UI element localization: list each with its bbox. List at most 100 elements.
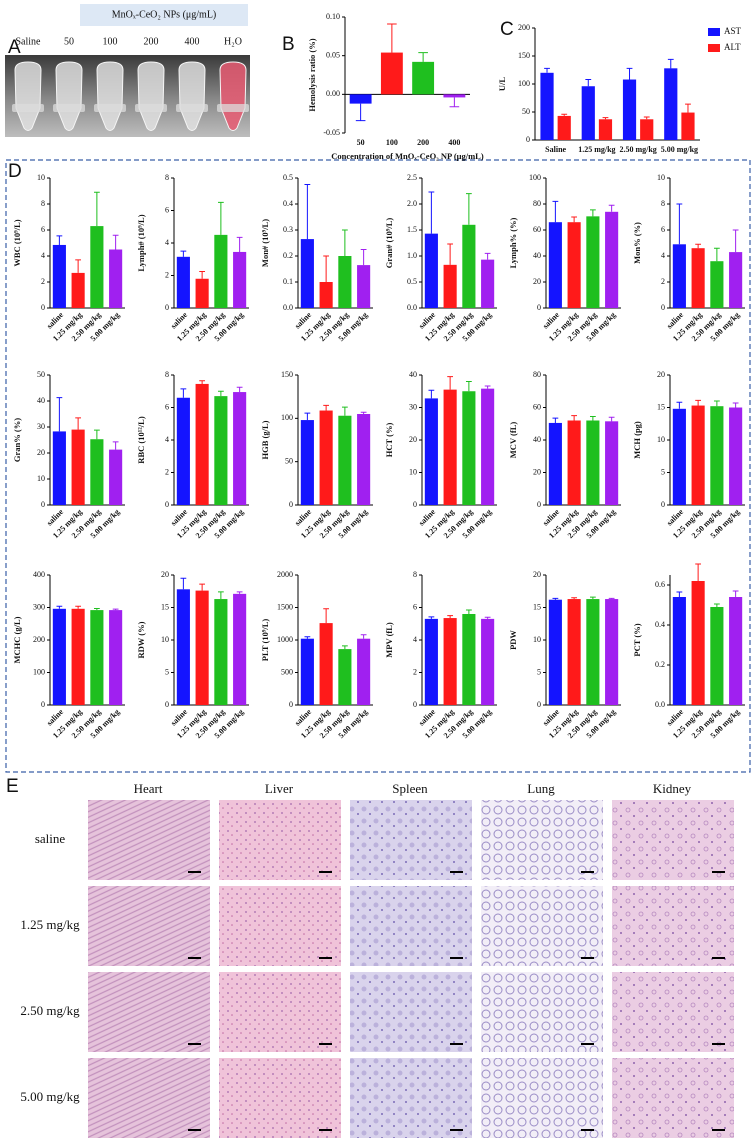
bar (233, 251, 247, 308)
bar (548, 222, 562, 308)
bar (357, 265, 371, 308)
bar (586, 599, 600, 705)
tube-photo (5, 55, 250, 137)
y-tick-label: 0.4 (655, 620, 665, 629)
tube (219, 61, 247, 131)
histology-image (612, 800, 734, 880)
error-bar (304, 184, 311, 240)
y-tick-label: 0.10 (326, 12, 340, 21)
histology-image (219, 972, 341, 1052)
bar (598, 119, 613, 140)
error-bar (667, 58, 674, 69)
error-bar (447, 376, 454, 390)
bar (567, 420, 581, 505)
y-axis-label: PLT (10⁹/L) (260, 619, 270, 662)
bar (481, 388, 495, 505)
y-tick-label: 20 (161, 570, 169, 579)
y-tick-label: 0 (537, 500, 541, 509)
y-tick-label: 0.0 (407, 303, 417, 312)
error-bar (465, 193, 472, 225)
error-bar (571, 216, 578, 223)
y-tick-label: 40 (533, 251, 541, 260)
bar (710, 261, 724, 308)
panel-label: A (8, 37, 21, 58)
panel-label: D (8, 161, 22, 182)
bar (462, 614, 476, 705)
y-axis-label: Lymph# (10⁹/L) (136, 214, 146, 271)
y-tick-label: 0 (413, 500, 417, 509)
column-label: Heart (134, 781, 163, 796)
bar (109, 249, 123, 308)
bar (622, 79, 637, 140)
bar (640, 119, 654, 140)
bar (424, 398, 438, 505)
y-tick-label: 4 (41, 251, 45, 260)
y-axis-label: MCV (fL) (508, 422, 518, 459)
y-tick-label: 10 (409, 467, 417, 476)
error-bar (56, 235, 63, 245)
y-tick-label: 50 (285, 456, 293, 465)
error-bar (112, 234, 119, 250)
error-bar (676, 591, 683, 597)
y-tick-label: 150 (281, 370, 293, 379)
y-axis-label: PDW (508, 630, 518, 650)
y-axis-label: Hemolysis ratio (%) (307, 38, 317, 111)
error-bar (387, 23, 397, 53)
y-axis-label: RBC (10¹²/L) (136, 416, 146, 464)
bar (195, 278, 209, 308)
error-bar (180, 250, 187, 257)
error-bar (713, 603, 720, 607)
y-axis-label: Gran% (%) (12, 418, 22, 462)
y-tick-label: 15 (161, 602, 169, 611)
y-tick-label: 40 (37, 396, 45, 405)
error-bar (304, 636, 311, 639)
bar (195, 590, 209, 705)
y-tick-label: 20 (37, 448, 45, 457)
y-axis-label: RDW (%) (136, 621, 146, 658)
histology-image (350, 972, 472, 1052)
error-bar (360, 634, 367, 639)
y-tick-label: -0.05 (323, 128, 340, 137)
error-bar (341, 645, 348, 650)
y-tick-label: 80 (533, 370, 541, 379)
tube (55, 61, 83, 131)
legend-label: AST (724, 26, 742, 36)
x-tick-label: 100 (386, 138, 398, 147)
y-axis-label: MCH (pg) (632, 421, 642, 459)
y-tick-label: 40 (409, 370, 417, 379)
y-tick-label: 2 (661, 277, 665, 286)
header-box (80, 4, 248, 26)
error-bar (552, 200, 559, 223)
bar (52, 431, 66, 505)
error-bar (552, 597, 559, 600)
histology-image (612, 886, 734, 966)
y-axis-label: WBC (10⁹/L) (12, 219, 22, 266)
error-bar (608, 597, 615, 600)
y-tick-label: 0.1 (283, 277, 293, 286)
y-tick-label: 1.0 (407, 251, 417, 260)
y-tick-label: 20 (409, 435, 417, 444)
y-tick-label: 2 (165, 467, 169, 476)
error-bar (447, 243, 454, 265)
x-tick-label: 1.25 mg/kg (578, 145, 615, 154)
y-tick-label: 6 (165, 402, 169, 411)
error-bar (676, 401, 683, 409)
bar (412, 61, 435, 95)
bar (357, 414, 371, 505)
error-bar (56, 397, 63, 432)
bar (214, 396, 228, 505)
tube (137, 61, 165, 131)
x-tick-label: 5.00 mg/kg (661, 145, 698, 154)
y-tick-label: 20 (657, 370, 665, 379)
error-bar (217, 591, 224, 600)
bar (664, 68, 678, 140)
error-bar (732, 590, 739, 597)
tube (178, 61, 206, 131)
bar (681, 112, 695, 140)
error-bar (685, 103, 691, 113)
bar (691, 581, 705, 705)
y-tick-label: 0 (661, 500, 665, 509)
histology-image (612, 1058, 734, 1138)
bar (380, 52, 403, 95)
error-bar (449, 97, 460, 108)
